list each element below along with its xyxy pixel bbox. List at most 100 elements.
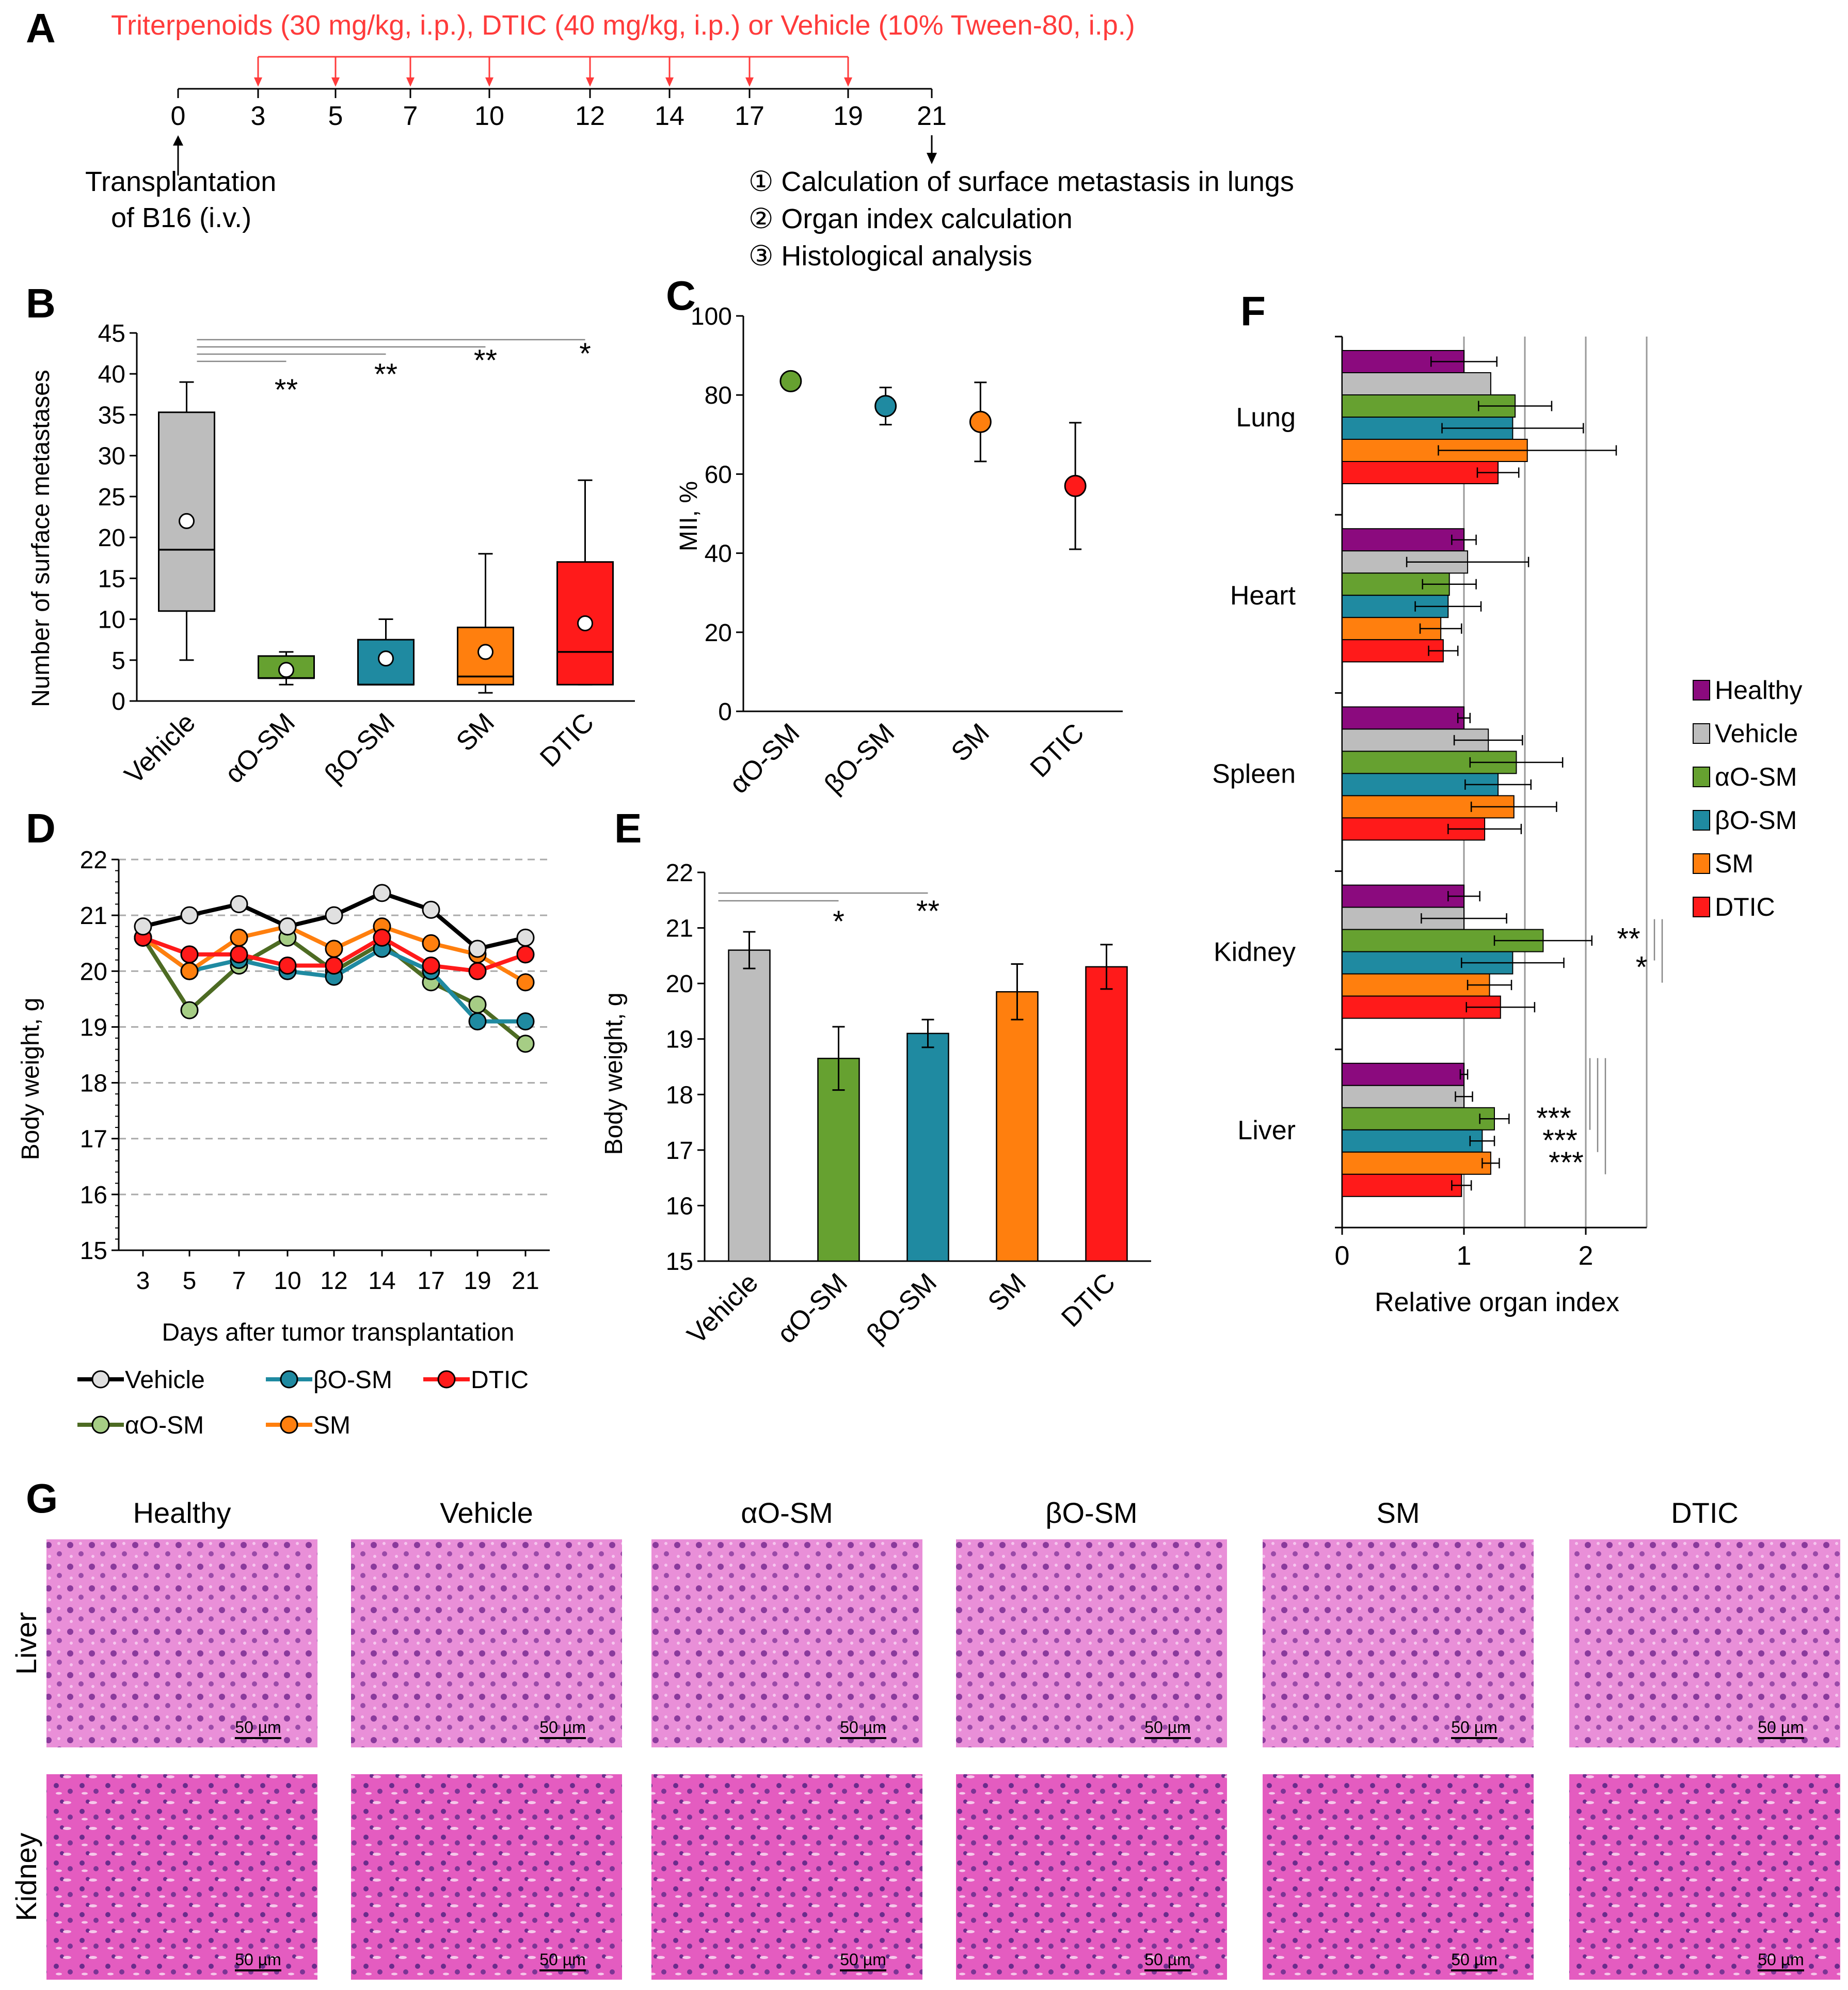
d-point-vehicle: [180, 906, 199, 925]
d-xtick-label: 21: [512, 1267, 539, 1295]
timeline-day-label: 10: [474, 101, 504, 131]
transplant-label-line1: Transplantation: [85, 166, 276, 197]
d-point-sm: [516, 973, 535, 992]
c-category-label: βO-SM: [819, 718, 900, 799]
b-sig-star: **: [474, 344, 497, 377]
d-point-sm: [230, 928, 248, 947]
g-scale-label: 50 µm: [235, 1718, 281, 1737]
b-ytick-label: 40: [98, 361, 125, 388]
b-ytick-label: 25: [98, 484, 125, 511]
panel-label-e: E: [614, 805, 642, 851]
b-ytick-label: 15: [98, 565, 125, 593]
f-legend-swatch-sm: [1693, 853, 1710, 874]
d-point-dtic: [180, 945, 199, 964]
g-micrograph-kidney-sm: [1263, 1774, 1534, 1980]
d-legend-label-sm: SM: [313, 1412, 351, 1439]
b-box-dtic: [556, 561, 614, 686]
e-sig-star: **: [916, 895, 939, 928]
d-point-dtic: [516, 945, 535, 964]
c-ytick-label: 40: [705, 540, 732, 568]
c-point-alpha-o-sm: [779, 370, 802, 392]
f-organ-label: Heart: [1230, 581, 1296, 611]
d-point-vehicle: [134, 917, 152, 936]
d-xtick-label: 14: [368, 1267, 395, 1295]
e-category-label: SM: [982, 1267, 1032, 1317]
b-category-label: αO-SM: [219, 707, 301, 789]
g-scale-label: 50 µm: [539, 1718, 586, 1737]
d-point-dtic: [373, 928, 391, 947]
chart-e: 15 16 17 18 19 20 21 22 Vehicle αO-SM βO-SM SM DTIC *…: [666, 859, 1151, 1350]
d-ytick-label: 17: [80, 1126, 107, 1153]
d-point-vehicle: [422, 900, 440, 919]
f-legend-swatch-vehicle: [1693, 723, 1710, 744]
d-point-dtic: [468, 962, 487, 980]
b-ytick-label: 30: [98, 443, 125, 470]
g-micrograph-liver-vehicle: [351, 1539, 622, 1747]
c-point-dtic: [1064, 474, 1087, 497]
histology-grid: Healthy Vehicle αO-SM βO-SM SM DTIC Liver 50 µm…: [10, 1497, 1840, 1980]
f-legend-swatch-healthy: [1693, 680, 1710, 701]
panel-e: E Body weight, g 15 16 17 18 19 20 21 22 Vehicle…: [600, 805, 1151, 1350]
b-ytick-label: 35: [98, 402, 125, 429]
e-bar-beta-o-sm: [906, 1032, 949, 1262]
b-ylabel: Number of surface metastases: [27, 370, 55, 707]
g-row-label-liver: Liver: [10, 1612, 42, 1675]
f-legend-label-sm: SM: [1715, 849, 1754, 878]
d-point-vehicle: [516, 928, 535, 947]
transplant-label-line2: of B16 (i.v.): [111, 202, 251, 233]
panel-c: C MII, % 0 20 40 60 80 100 αO-SM βO-SM SM DTIC: [666, 273, 1123, 800]
chart-b: 0 5 10 15 20 25 30 35 40 45 Vehicle αO-SM βO-SM SM DTI…: [98, 320, 635, 790]
f-legend-swatch-dtic: [1693, 897, 1710, 917]
panel-g: G Healthy Vehicle αO-SM βO-SM SM DTIC Liver 50 …: [10, 1475, 1840, 1980]
d-point-alpha-o-sm: [516, 1034, 535, 1053]
g-micrograph-kidney-vehicle: [351, 1774, 622, 1980]
b-mean: [378, 650, 394, 667]
e-ylabel: Body weight, g: [600, 993, 628, 1155]
f-legend-label-dtic: DTIC: [1715, 893, 1775, 921]
g-micrograph-liver-alpha-o-sm: [651, 1539, 922, 1747]
f-organ-label: Kidney: [1214, 937, 1296, 967]
timeline-day-label: 12: [575, 101, 605, 131]
g-group-label-vehicle: Vehicle: [440, 1497, 533, 1529]
c-ytick-label: 20: [705, 619, 732, 647]
c-category-label: DTIC: [1025, 718, 1090, 783]
timeline-day-label: 5: [328, 101, 343, 131]
g-scale-label: 50 µm: [1144, 1950, 1191, 1969]
timeline-day-label: 19: [833, 101, 863, 131]
f-bar-healthy: [1342, 884, 1464, 908]
treatment-label: Triterpenoids (30 mg/kg, i.p.), DTIC (40…: [111, 10, 1135, 41]
b-category-label: Vehicle: [119, 707, 201, 790]
g-micrograph-liver-beta-o-sm: [956, 1539, 1227, 1747]
c-category-label: αO-SM: [724, 718, 805, 799]
panel-label-g: G: [26, 1475, 58, 1521]
d-point-beta-o-sm: [468, 1012, 487, 1031]
outcome-arrow-head: [927, 153, 937, 164]
d-legend-marker-dtic: [437, 1370, 456, 1389]
b-ytick-label: 5: [111, 647, 125, 675]
e-sig-star: *: [833, 905, 845, 938]
d-point-sm: [325, 940, 343, 958]
e-category-label: Vehicle: [681, 1267, 764, 1350]
d-point-beta-o-sm: [516, 1012, 535, 1031]
panel-label-a: A: [26, 5, 56, 51]
g-micrograph-liver-sm: [1263, 1539, 1534, 1747]
d-legend-marker-beta-o-sm: [280, 1370, 298, 1389]
panel-d: D Body weight, g Days after tumor transp…: [17, 805, 550, 1439]
d-point-vehicle: [468, 940, 487, 958]
g-micrograph-kidney-healthy: [46, 1774, 317, 1980]
g-row-label-kidney: Kidney: [10, 1833, 42, 1921]
g-group-label-dtic: DTIC: [1671, 1497, 1739, 1529]
chart-d: 15 16 17 18 19 20 21 22 3 5 7 10 12 14 17 19 21: [80, 847, 550, 1295]
outcome-2: ② Organ index calculation: [748, 203, 1073, 234]
f-bar-dtic: [1342, 1173, 1462, 1197]
d-ylabel: Body weight, g: [17, 998, 44, 1160]
b-ytick-label: 45: [98, 320, 125, 347]
d-xlabel: Days after tumor transplantation: [162, 1319, 515, 1346]
g-group-label-alpha-o-sm: αO-SM: [741, 1497, 833, 1529]
c-ytick-label: 60: [705, 461, 732, 488]
e-ytick-label: 20: [666, 970, 693, 998]
d-xtick-label: 3: [136, 1267, 150, 1295]
b-category-label: βO-SM: [319, 707, 401, 789]
panel-label-b: B: [26, 280, 56, 326]
g-scale-label: 50 µm: [1451, 1718, 1497, 1737]
